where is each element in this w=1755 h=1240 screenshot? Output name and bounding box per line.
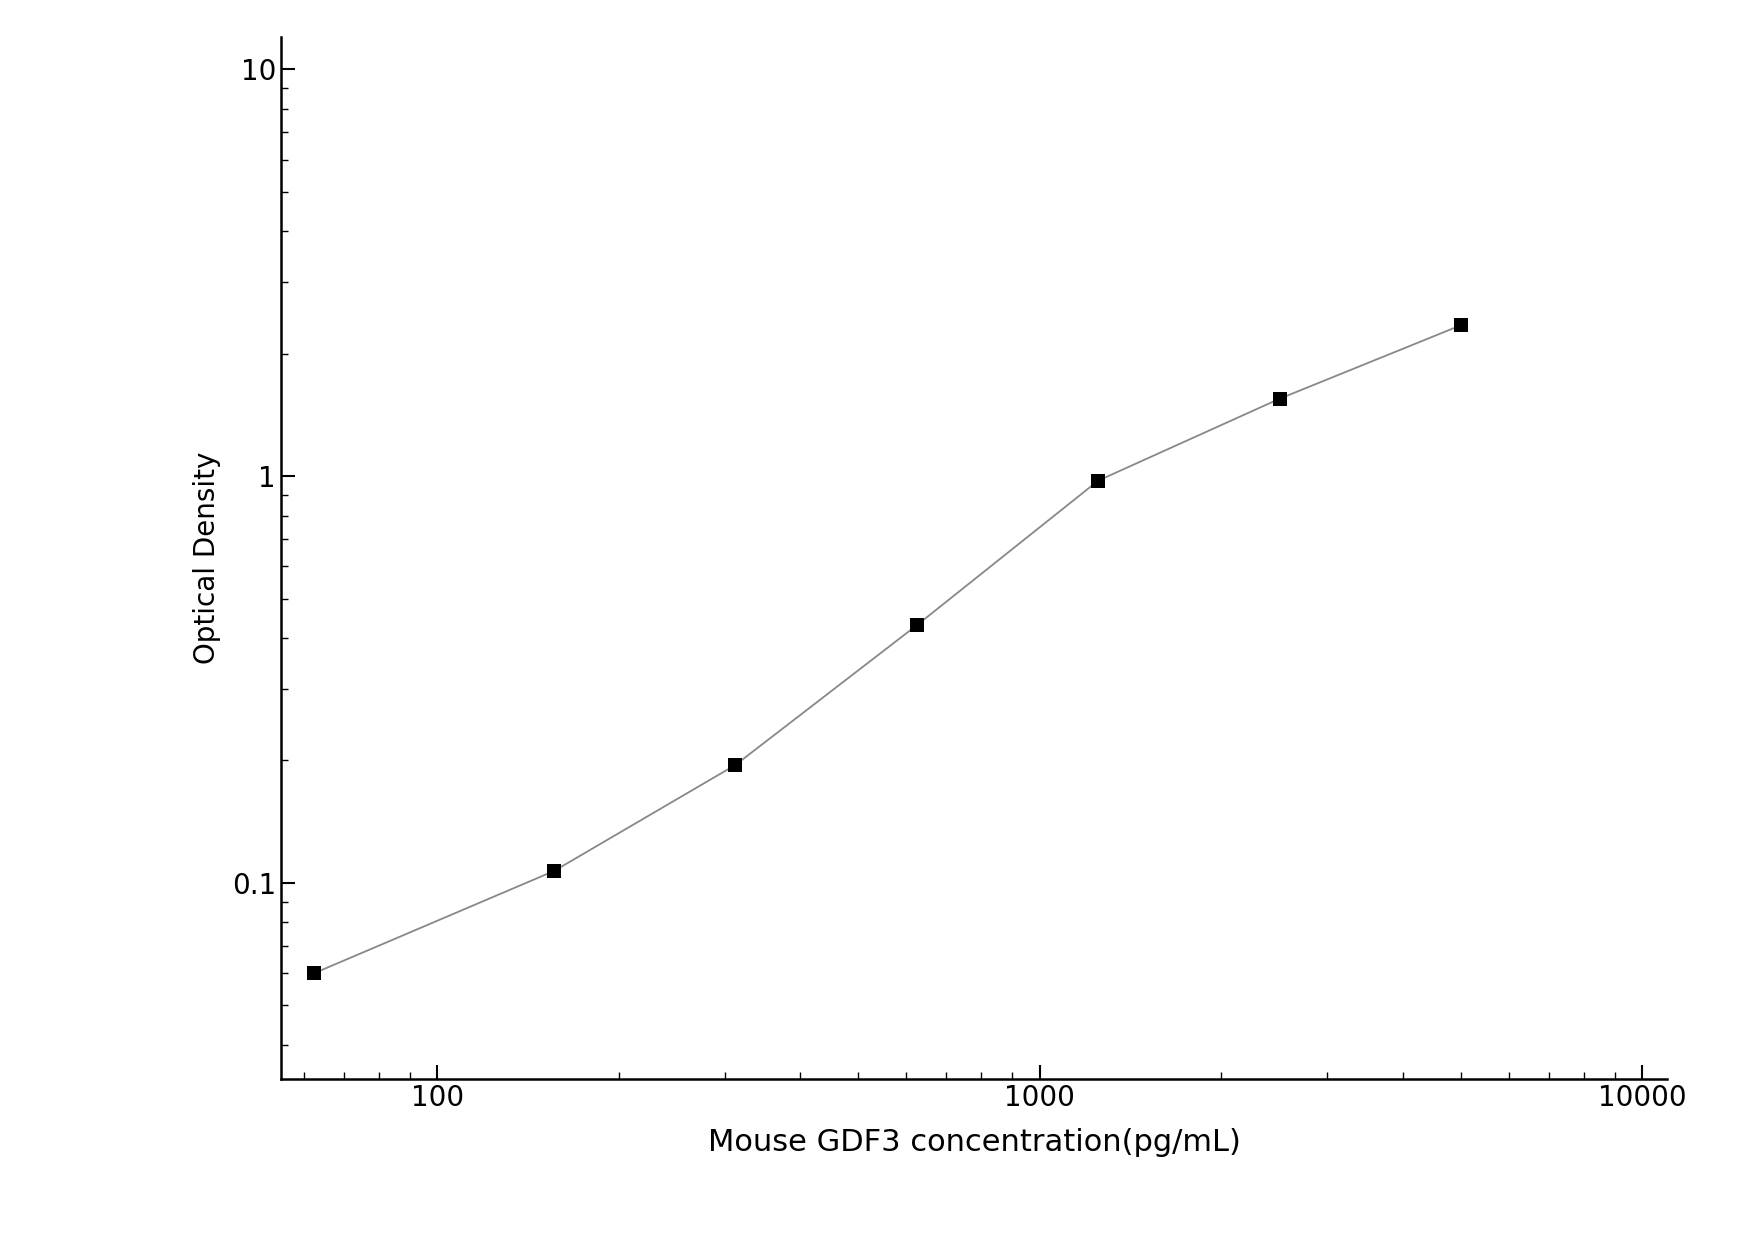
Point bbox=[1085, 471, 1113, 491]
X-axis label: Mouse GDF3 concentration(pg/mL): Mouse GDF3 concentration(pg/mL) bbox=[707, 1128, 1241, 1157]
Point bbox=[300, 963, 328, 983]
Point bbox=[902, 615, 930, 635]
Point bbox=[1265, 389, 1293, 409]
Point bbox=[541, 861, 569, 880]
Y-axis label: Optical Density: Optical Density bbox=[193, 451, 221, 665]
Point bbox=[1446, 315, 1474, 335]
Point bbox=[721, 755, 749, 775]
